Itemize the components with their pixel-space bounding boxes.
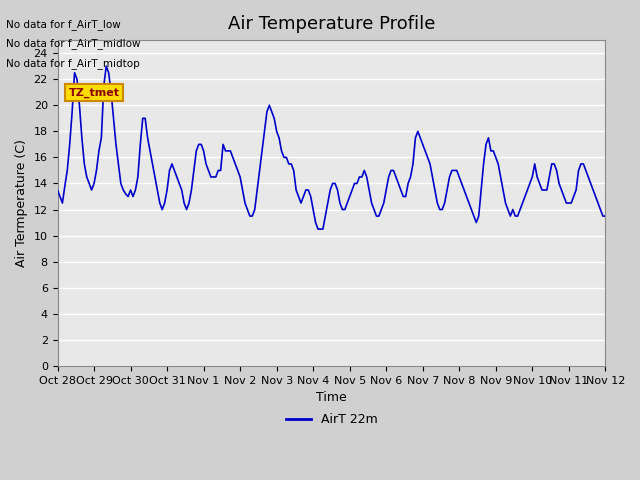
- Y-axis label: Air Termperature (C): Air Termperature (C): [15, 139, 28, 267]
- Title: Air Temperature Profile: Air Temperature Profile: [228, 15, 435, 33]
- Text: TZ_tmet: TZ_tmet: [68, 87, 120, 98]
- X-axis label: Time: Time: [316, 391, 347, 404]
- Text: No data for f_AirT_midlow: No data for f_AirT_midlow: [6, 38, 141, 49]
- Legend: AirT 22m: AirT 22m: [280, 408, 382, 432]
- Text: No data for f_AirT_midtop: No data for f_AirT_midtop: [6, 58, 140, 69]
- Text: No data for f_AirT_low: No data for f_AirT_low: [6, 19, 121, 30]
